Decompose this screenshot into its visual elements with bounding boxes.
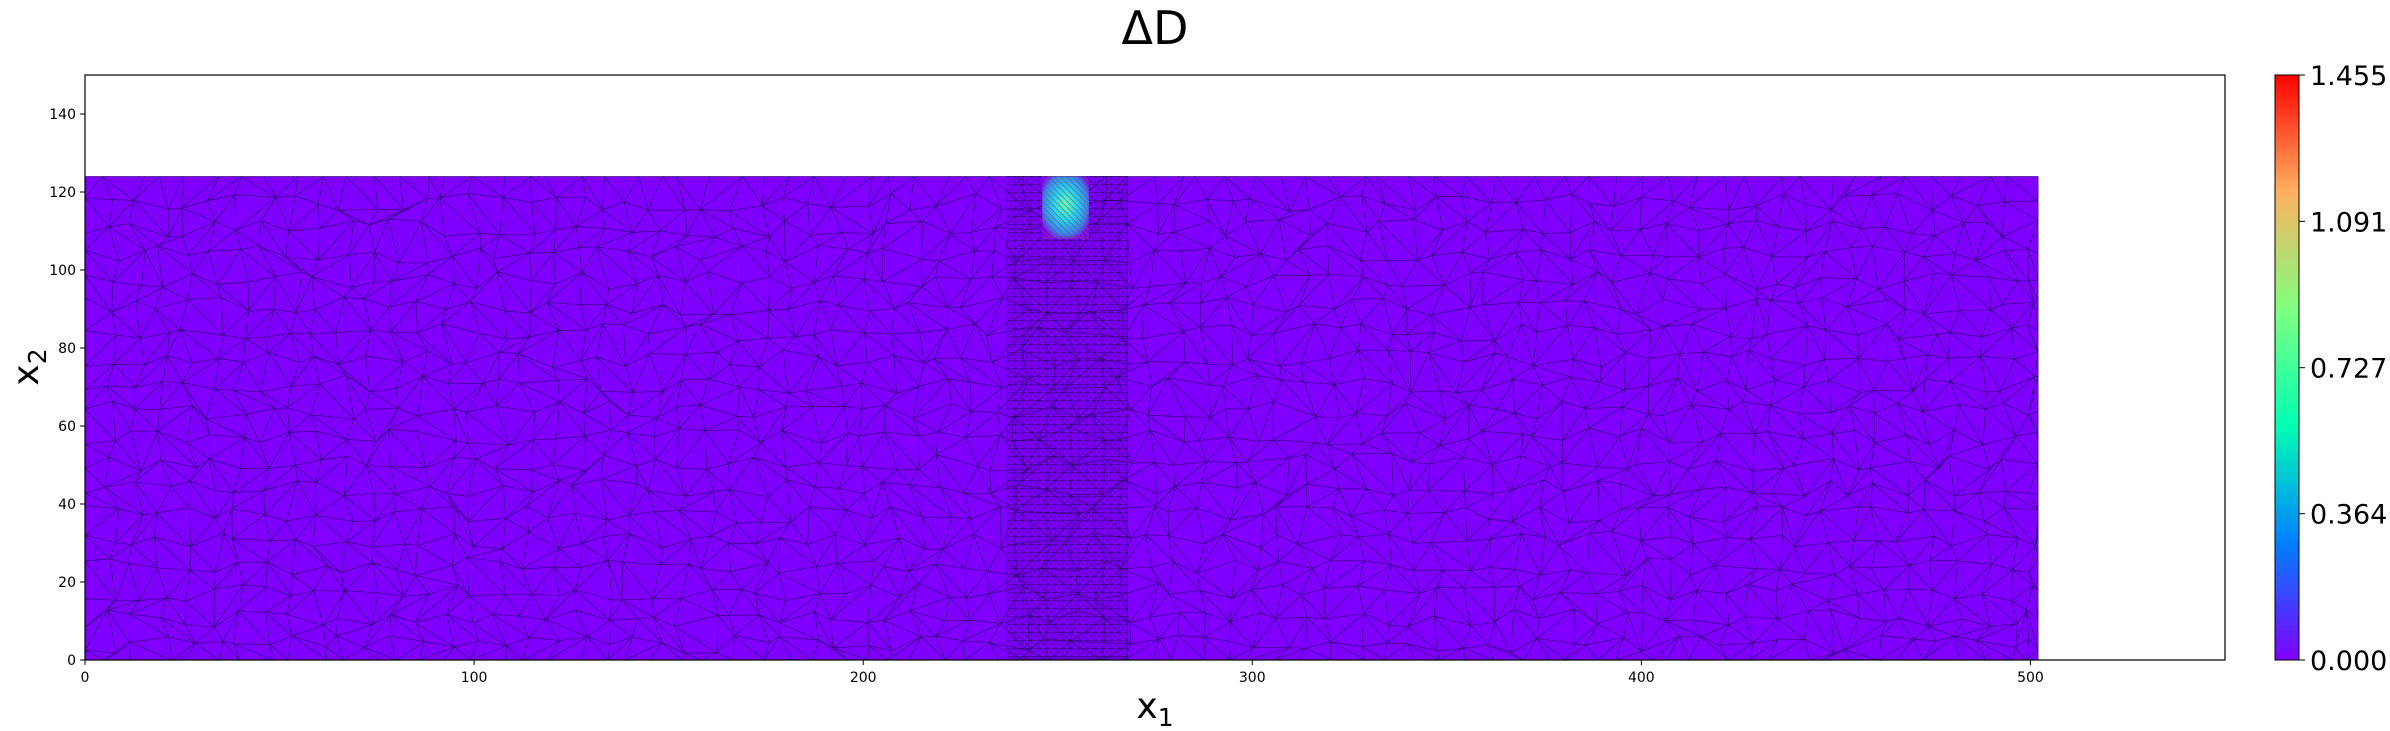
plot-frame <box>84 74 2226 661</box>
mesh-lines <box>85 176 2039 660</box>
y-tick-label: 80 <box>58 341 76 357</box>
damage-zone <box>1042 176 1089 239</box>
colorbar-tick-label: 1.091 <box>2310 207 2387 238</box>
x-axis-label: x1 <box>1136 686 1173 731</box>
y-tick-label: 0 <box>67 653 76 669</box>
x-tick-label: 200 <box>850 670 877 686</box>
y-tick-label: 120 <box>49 185 76 201</box>
y-tick-label: 140 <box>49 107 76 123</box>
damage-zone-edges <box>1041 176 1090 240</box>
damage-zone-mesh <box>1041 176 1090 240</box>
refined-mesh-band <box>1006 176 1128 660</box>
y-axis-label: x2 <box>6 348 52 385</box>
refined-mesh-edges <box>1006 176 1128 660</box>
x-tick-label: 0 <box>81 670 90 686</box>
plot-content <box>85 176 2039 660</box>
chart-title: ΔD <box>1122 1 1189 55</box>
x-tick-label: 100 <box>461 670 488 686</box>
mesh-edges <box>85 176 2039 660</box>
colorbar-tick-label: 0.727 <box>2310 354 2387 385</box>
y-axis-label-subscript: 2 <box>23 348 52 364</box>
y-tick-label: 20 <box>58 575 76 591</box>
x-tick-label: 300 <box>1239 670 1266 686</box>
colorbar-ticks: 0.000 0.364 0.727 1.091 1.455 <box>2299 61 2387 677</box>
x-axis-ticks: 0 100 200 300 400 500 <box>81 660 2044 686</box>
colorbar-tick-label: 0.364 <box>2310 500 2387 531</box>
colorbar-tick-label: 0.000 <box>2310 646 2387 677</box>
x-tick-label: 500 <box>2017 670 2044 686</box>
y-tick-label: 40 <box>58 497 76 513</box>
x-axis-label-subscript: 1 <box>1158 703 1174 731</box>
y-tick-label: 60 <box>58 419 76 435</box>
y-axis-ticks: 0 20 40 60 80 100 120 140 <box>49 107 85 669</box>
y-axis-label-base: x <box>6 364 47 385</box>
colorbar-tick-label: 1.455 <box>2310 61 2387 92</box>
x-tick-label: 400 <box>1628 670 1655 686</box>
x-axis-label-base: x <box>1136 686 1157 727</box>
colorbar <box>2274 74 2300 661</box>
y-tick-label: 100 <box>49 263 76 279</box>
